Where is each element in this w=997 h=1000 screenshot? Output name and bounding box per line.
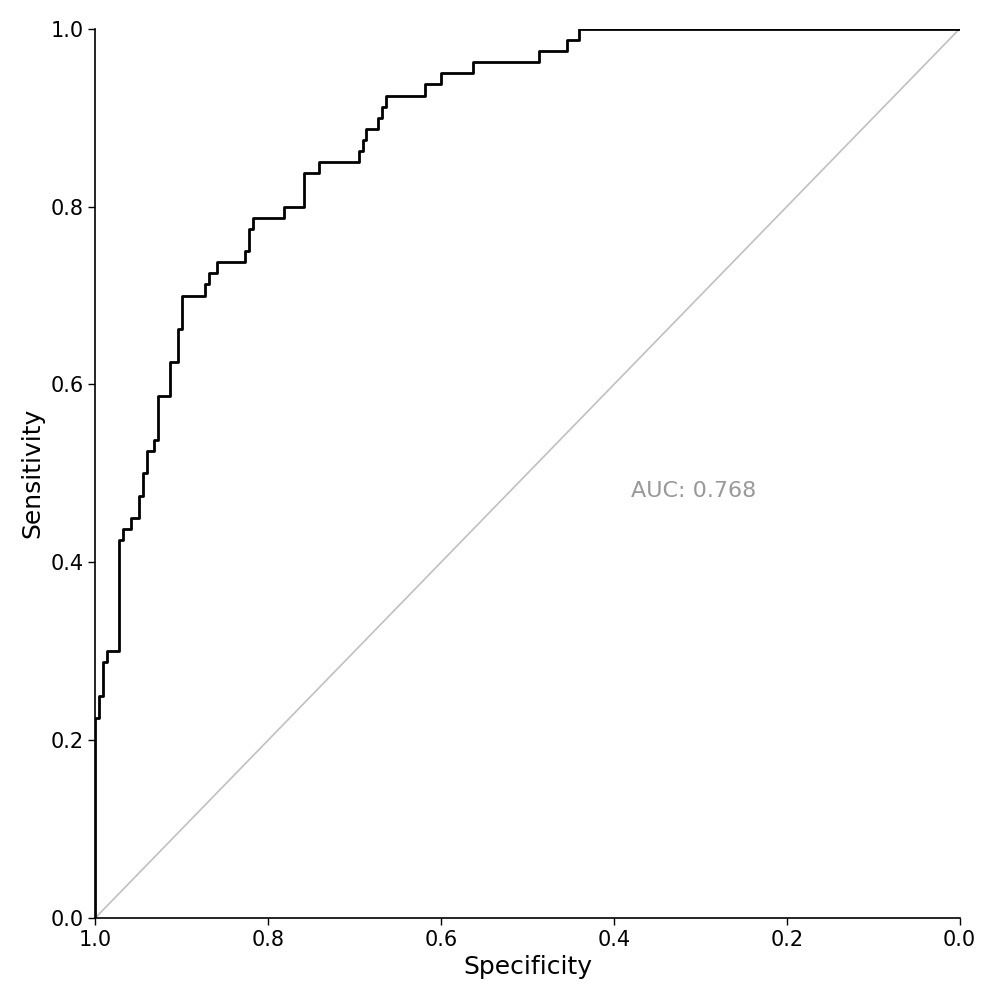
X-axis label: Specificity: Specificity [463, 955, 592, 979]
Text: AUC: 0.768: AUC: 0.768 [631, 481, 757, 501]
Y-axis label: Sensitivity: Sensitivity [21, 408, 45, 538]
